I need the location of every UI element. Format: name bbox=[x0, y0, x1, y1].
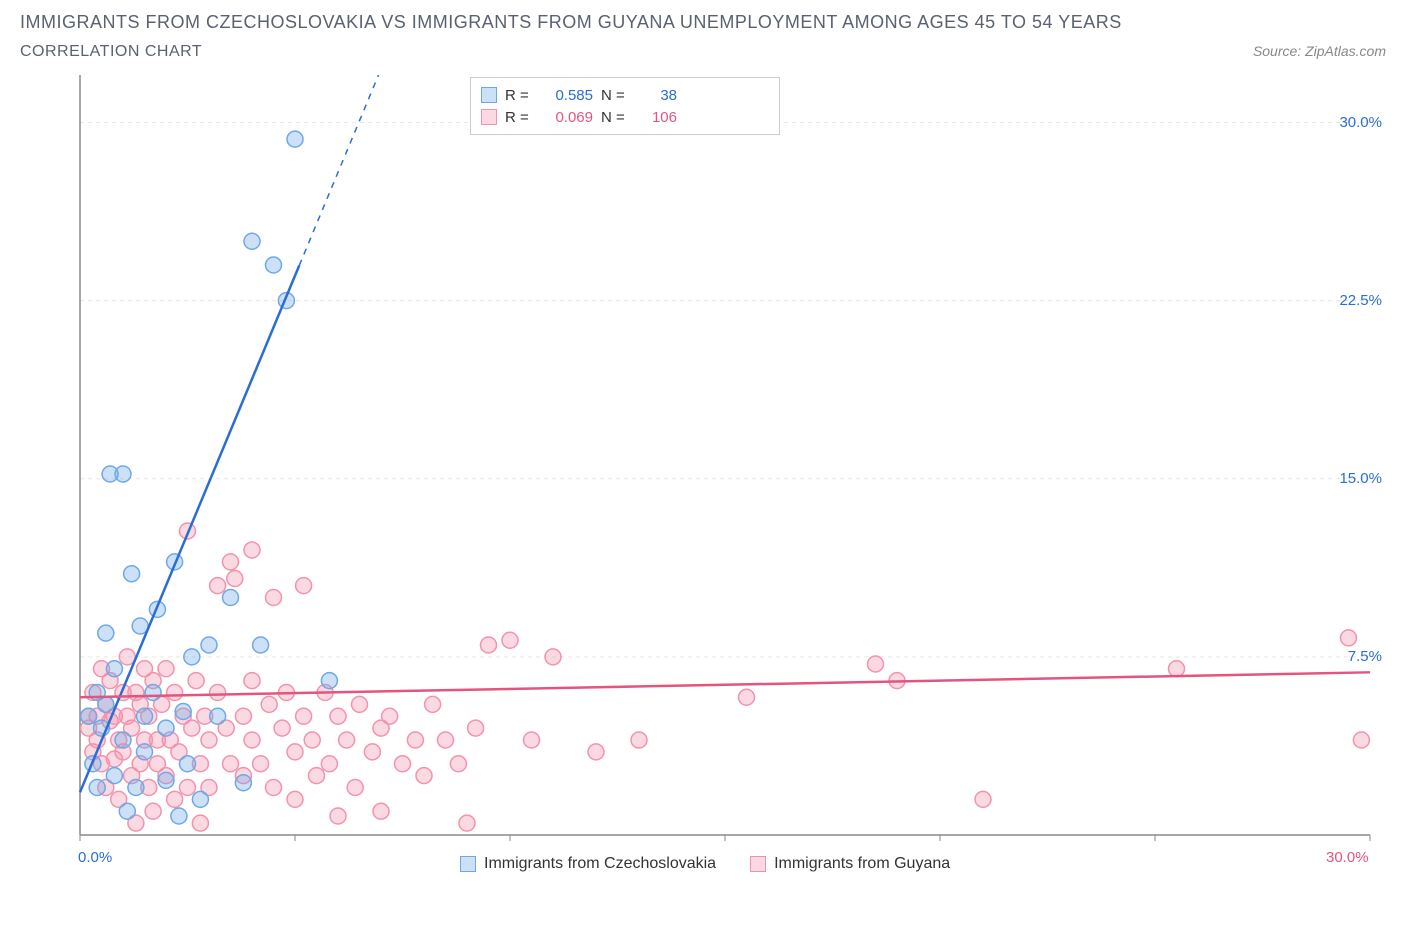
chart-title: IMMIGRANTS FROM CZECHOSLOVAKIA VS IMMIGR… bbox=[20, 12, 1386, 33]
stats-legend-row: R =0.585N =38 bbox=[481, 84, 769, 106]
stats-legend-row: R =0.069N =106 bbox=[481, 106, 769, 128]
y-tick-label: 22.5% bbox=[1339, 292, 1382, 309]
y-tick-label: 7.5% bbox=[1348, 648, 1382, 665]
legend-swatch bbox=[460, 856, 476, 872]
x-min-label: 0.0% bbox=[78, 849, 112, 866]
legend-item: Immigrants from Guyana bbox=[750, 855, 950, 873]
x-max-label: 30.0% bbox=[1326, 849, 1369, 866]
legend-label: Immigrants from Guyana bbox=[774, 855, 950, 873]
stats-legend: R =0.585N =38R =0.069N =106 bbox=[470, 77, 780, 135]
legend-swatch bbox=[750, 856, 766, 872]
y-tick-label: 30.0% bbox=[1339, 114, 1382, 131]
legend-swatch bbox=[481, 87, 497, 103]
scatter-plot bbox=[20, 65, 1386, 885]
chart-subtitle: CORRELATION CHART bbox=[20, 43, 202, 61]
chart-container: Unemployment Among Ages 45 to 54 years Z… bbox=[20, 65, 1386, 885]
legend-label: Immigrants from Czechoslovakia bbox=[484, 855, 716, 873]
series-legend: Immigrants from Czechoslovakia Immigrants… bbox=[460, 855, 950, 873]
legend-swatch bbox=[481, 109, 497, 125]
legend-item: Immigrants from Czechoslovakia bbox=[460, 855, 716, 873]
source-attribution: Source: ZipAtlas.com bbox=[1253, 43, 1386, 59]
y-tick-label: 15.0% bbox=[1339, 470, 1382, 487]
